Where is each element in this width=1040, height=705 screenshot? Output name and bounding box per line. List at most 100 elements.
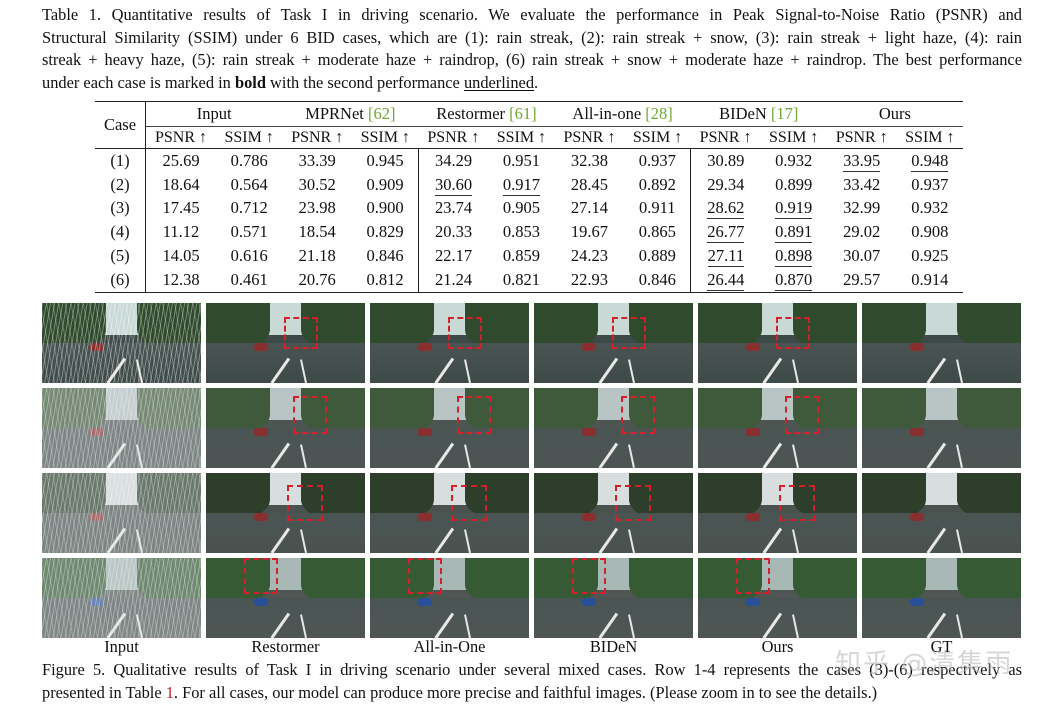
case-label: (4) [110, 222, 130, 242]
case-label: (3) [110, 198, 130, 218]
highlight-box [293, 396, 327, 434]
psnr-value: 25.69 [145, 148, 217, 173]
psnr-value: 23.98 [298, 198, 336, 218]
results-table-body: (1) 25.69 0.786 33.39 0.945 34.29 0.951 32.38 0.… [95, 148, 963, 293]
highlight-box [244, 558, 278, 594]
bold-keyword: bold [234, 72, 266, 92]
ssim-value: 0.909 [366, 174, 404, 194]
metric-psnr: PSNR ↑ [418, 126, 489, 149]
ssim-value: 0.900 [366, 198, 404, 218]
table-caption-line-2: Structural Similarity (SSIM) under 6 BID… [42, 27, 1022, 47]
psnr-value: 32.38 [570, 150, 609, 170]
table-caption-line-3: streak + heavy haze, (5): rain streak + … [42, 50, 1022, 69]
metric-ssim: SSIM ↑ [760, 126, 827, 149]
highlight-box [785, 396, 819, 434]
psnr-value: 29.34 [690, 172, 761, 197]
table-reference-link[interactable]: 1 [165, 682, 174, 702]
highlight-box [615, 485, 651, 521]
figure-image-r1-ours [698, 303, 857, 383]
psnr-value: 29.02 [843, 222, 881, 242]
psnr-value: 30.07 [843, 246, 881, 266]
ssim-value: 0.865 [638, 222, 676, 242]
psnr-value: 21.18 [298, 246, 336, 266]
figure-caption: Figure 5. Qualitative results of Task I … [42, 659, 1022, 704]
figure-image-r2-gt [862, 388, 1021, 468]
group-header-restormer: Restormer [61] [418, 101, 555, 127]
psnr-value: 30.52 [298, 174, 336, 194]
ssim-value: 0.821 [488, 267, 555, 293]
figure-image-r1-gt [862, 303, 1021, 383]
psnr-value: 20.76 [282, 267, 353, 293]
ssim-value: 0.786 [230, 150, 268, 170]
ssim-value: 0.891 [775, 222, 813, 244]
ssim-value: 0.945 [366, 150, 404, 170]
group-header-row: Case Input MPRNet [62] Restormer [61] Al… [95, 101, 963, 149]
psnr-value: 23.74 [417, 196, 489, 221]
ssim-value: 0.898 [775, 246, 813, 268]
highlight-box [457, 396, 491, 434]
ssim-value: 0.846 [366, 246, 404, 266]
figure-image-r3-biden [534, 473, 693, 553]
psnr-value: 27.14 [570, 198, 609, 218]
highlight-box [287, 485, 323, 521]
highlight-box [451, 485, 487, 521]
figure-image-r1-restormer [206, 303, 365, 383]
figure-image-r4-ours [698, 558, 857, 638]
metric-psnr: PSNR ↑ [145, 126, 217, 149]
ssim-value: 0.564 [230, 174, 268, 194]
metric-ssim: SSIM ↑ [896, 126, 963, 149]
metric-ssim: SSIM ↑ [624, 126, 691, 149]
table-row: (2) 18.64 0.564 30.52 0.909 30.60 0.917 28.45 0.… [95, 172, 963, 197]
column-label: GT [930, 637, 953, 656]
ssim-value: 0.853 [502, 222, 540, 242]
ssim-value: 0.908 [911, 222, 949, 242]
group-header-input: Input [145, 101, 283, 127]
column-label: All-in-One [413, 637, 486, 656]
highlight-box [736, 558, 770, 594]
ssim-value: 0.948 [911, 150, 949, 172]
ssim-value: 0.911 [639, 198, 676, 218]
case-label: (5) [110, 246, 130, 266]
table-caption-line-4: under each case is marked in bold with t… [42, 72, 539, 92]
ssim-value: 0.712 [230, 198, 268, 218]
psnr-value: 14.05 [145, 244, 217, 268]
psnr-value: 19.67 [570, 222, 609, 242]
highlight-box [284, 317, 318, 349]
table-caption-line-1: Table 1. Quantitative results of Task I … [42, 5, 1022, 24]
figure-image-r4-allinone [370, 558, 529, 638]
ssim-value: 0.859 [502, 246, 540, 266]
ssim-value: 0.812 [352, 267, 419, 293]
psnr-value: 20.33 [417, 220, 489, 245]
figure-image-r3-ours [698, 473, 857, 553]
metric-ssim: SSIM ↑ [488, 126, 555, 149]
figure-image-r2-allinone [370, 388, 529, 468]
psnr-value: 12.38 [145, 267, 217, 293]
ssim-value: 0.846 [624, 267, 691, 293]
table-row: (4) 11.12 0.571 18.54 0.829 20.33 0.853 19.67 0.… [95, 220, 963, 245]
group-header-allinone: All-in-one [28] [554, 101, 691, 127]
highlight-box [621, 396, 655, 434]
results-table: Case Input MPRNet [62] Restormer [61] Al… [95, 101, 963, 293]
citation-link[interactable]: [62] [368, 104, 396, 123]
ssim-value: 0.914 [896, 267, 963, 293]
ssim-value: 0.937 [638, 150, 676, 170]
figure-image-r4-biden [534, 558, 693, 638]
citation-link[interactable]: [17] [770, 104, 799, 123]
ssim-value: 0.951 [502, 150, 540, 170]
ssim-value: 0.932 [775, 150, 813, 170]
case-label: (1) [110, 150, 130, 170]
figure-image-r4-input [42, 558, 201, 638]
psnr-value: 27.11 [690, 244, 761, 268]
case-label: (2) [110, 174, 130, 194]
ssim-value: 0.461 [216, 267, 283, 293]
ssim-value: 0.932 [911, 198, 949, 218]
highlight-box [448, 317, 482, 349]
citation-link[interactable]: [61] [509, 104, 537, 123]
citation-link[interactable]: [28] [645, 104, 673, 123]
column-label: Restormer [251, 637, 320, 656]
figure-caption-line-1: Figure 5. Qualitative results of Task I … [42, 660, 1022, 679]
figure-image-r2-restormer [206, 388, 365, 468]
metric-psnr: PSNR ↑ [690, 126, 761, 149]
ssim-value: 0.899 [775, 174, 813, 194]
highlight-box [572, 558, 606, 594]
